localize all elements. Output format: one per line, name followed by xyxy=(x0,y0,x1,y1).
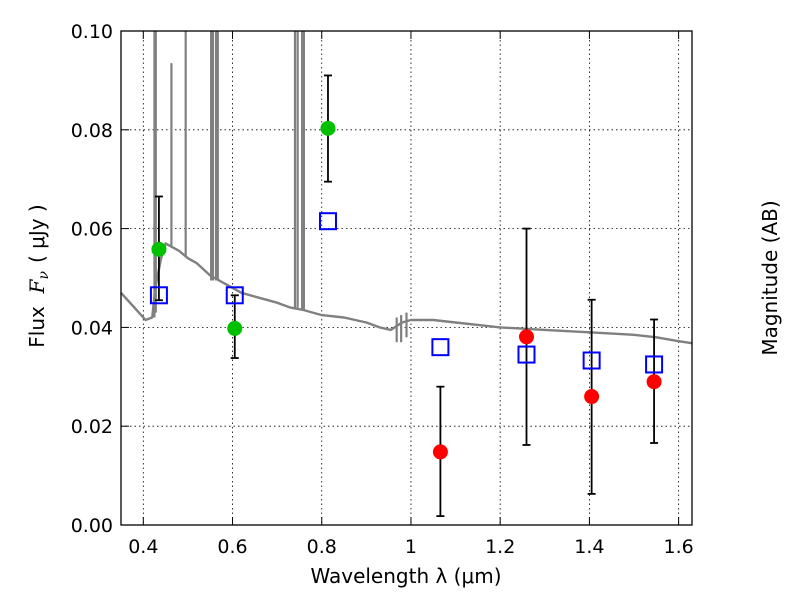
y-axis-label-subscript: ν xyxy=(36,271,52,280)
model-flux-square xyxy=(318,212,337,231)
axis-ticks: 0.4 0.6 0.8 1 1.2 1.4 1.6 0.00 0.02 0.04 0.06 0.08 0… xyxy=(71,21,694,558)
y2-axis-label: Magnitude (AB) xyxy=(758,200,782,355)
model-flux-square xyxy=(225,286,244,305)
x-tick-label: 1 xyxy=(405,536,417,558)
y-axis-label: Flux Fν ( μJy ) xyxy=(25,204,52,347)
observed-flux-red-point xyxy=(646,374,662,390)
model-flux-square xyxy=(431,338,450,357)
observed-flux-green-point xyxy=(151,241,167,257)
model-flux-square xyxy=(582,351,601,370)
grid-lines xyxy=(121,30,692,526)
y-axis-label-prefix: Flux xyxy=(25,293,49,347)
x-tick-label: 0.8 xyxy=(307,536,337,558)
y-tick-label: 0.06 xyxy=(71,219,113,241)
x-tick-label: 1.4 xyxy=(574,536,604,558)
observed-flux-red-point xyxy=(584,389,600,405)
model-flux-square xyxy=(517,345,536,364)
template-spectrum xyxy=(120,31,693,345)
x-tick-label: 1.2 xyxy=(485,536,515,558)
y-tick-label: 0.10 xyxy=(71,21,113,43)
y-tick-label: 0.04 xyxy=(71,317,113,339)
x-axis-label: Wavelength λ (μm) xyxy=(310,564,501,588)
x-tick-label: 0.6 xyxy=(217,536,247,558)
error-bars xyxy=(154,74,659,518)
y-tick-label: 0.02 xyxy=(71,416,113,438)
model-flux-square xyxy=(149,286,168,305)
model-flux-square xyxy=(645,355,664,374)
plot-frame xyxy=(120,30,693,526)
data-markers xyxy=(149,120,664,460)
observed-flux-green-point xyxy=(320,120,336,136)
y-axis-label-unit: ( μJy ) xyxy=(25,204,49,263)
y-tick-label: 0.00 xyxy=(71,515,113,537)
observed-flux-red-point xyxy=(432,444,448,460)
observed-flux-red-point xyxy=(518,329,534,345)
y-tick-label: 0.08 xyxy=(71,120,113,142)
x-tick-label: 0.4 xyxy=(128,536,158,558)
observed-flux-green-point xyxy=(227,320,243,336)
y-axis-label-symbol: F xyxy=(25,278,49,294)
x-tick-label: 1.6 xyxy=(664,536,694,558)
